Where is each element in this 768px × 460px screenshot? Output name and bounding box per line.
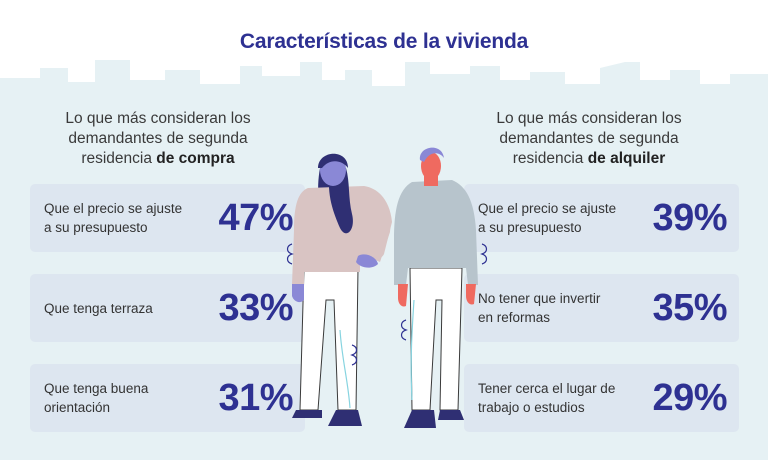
heading-alquiler-line1: Lo que más consideran los: [496, 110, 682, 127]
heading-alquiler-line3: residencia de alquiler: [464, 149, 714, 169]
alquiler-card-2-line2: en reformas: [478, 310, 551, 325]
alquiler-card-1-line2: a su presupuesto: [478, 220, 582, 235]
page-title: Características de la vivienda: [239, 30, 529, 53]
compra-card-3: Que tenga buena orientación 31%: [30, 364, 305, 432]
alquiler-card-3-label: Tener cerca el lugar de trabajo o estudio…: [478, 364, 628, 432]
alquiler-card-2-label: No tener que invertir en reformas: [478, 274, 628, 342]
heading-alquiler: Lo que más consideran los demandantes de…: [464, 109, 714, 169]
man-figure: [394, 147, 488, 428]
alquiler-card-2: No tener que invertir en reformas 35%: [464, 274, 739, 342]
alquiler-card-1-line1: Que el precio se ajuste: [478, 201, 617, 216]
compra-card-1-line1: Que el precio se ajuste: [44, 201, 183, 216]
alquiler-card-1: Que el precio se ajuste a su presupuesto …: [464, 184, 739, 252]
alquiler-card-3-line2: trabajo o estudios: [478, 400, 585, 415]
compra-card-2-line1: Que tenga terraza: [44, 300, 153, 316]
compra-card-3-line1: Que tenga buena: [44, 381, 149, 396]
woman-figure: [286, 153, 392, 426]
compra-card-1: Que el precio se ajuste a su presupuesto …: [30, 184, 305, 252]
alquiler-card-2-value: 35%: [652, 286, 727, 329]
heading-alquiler-line2: demandantes de segunda: [499, 130, 679, 147]
compra-card-3-label: Que tenga buena orientación: [44, 364, 194, 432]
compra-card-2-value: 33%: [218, 286, 293, 329]
heading-compra-prefix: residencia: [81, 150, 157, 167]
compra-card-3-value: 31%: [218, 376, 293, 419]
heading-alquiler-prefix: residencia: [512, 150, 588, 167]
compra-card-1-value: 47%: [218, 196, 293, 239]
compra-card-1-line2: a su presupuesto: [44, 220, 148, 235]
heading-alquiler-bold: de alquiler: [587, 150, 666, 167]
heading-compra-line2: demandantes de segunda: [68, 130, 248, 147]
compra-card-1-label: Que el precio se ajuste a su presupuesto: [44, 184, 194, 252]
alquiler-card-3-value: 29%: [652, 376, 727, 419]
alquiler-card-3-line1: Tener cerca el lugar de: [478, 381, 616, 396]
compra-card-2-label: Que tenga terraza: [44, 274, 194, 342]
alquiler-card-3: Tener cerca el lugar de trabajo o estudio…: [464, 364, 739, 432]
alquiler-card-1-label: Que el precio se ajuste a su presupuesto: [478, 184, 628, 252]
alquiler-card-1-value: 39%: [652, 196, 727, 239]
compra-card-3-line2: orientación: [44, 400, 111, 415]
heading-compra-line3: residencia de compra: [33, 149, 283, 169]
heading-compra-line1: Lo que más consideran los: [65, 110, 251, 127]
heading-compra: Lo que más consideran los demandantes de…: [33, 109, 283, 169]
compra-card-2: Que tenga terraza 33%: [30, 274, 305, 342]
alquiler-card-2-line1: No tener que invertir: [478, 291, 601, 306]
heading-compra-bold: de compra: [156, 150, 235, 167]
